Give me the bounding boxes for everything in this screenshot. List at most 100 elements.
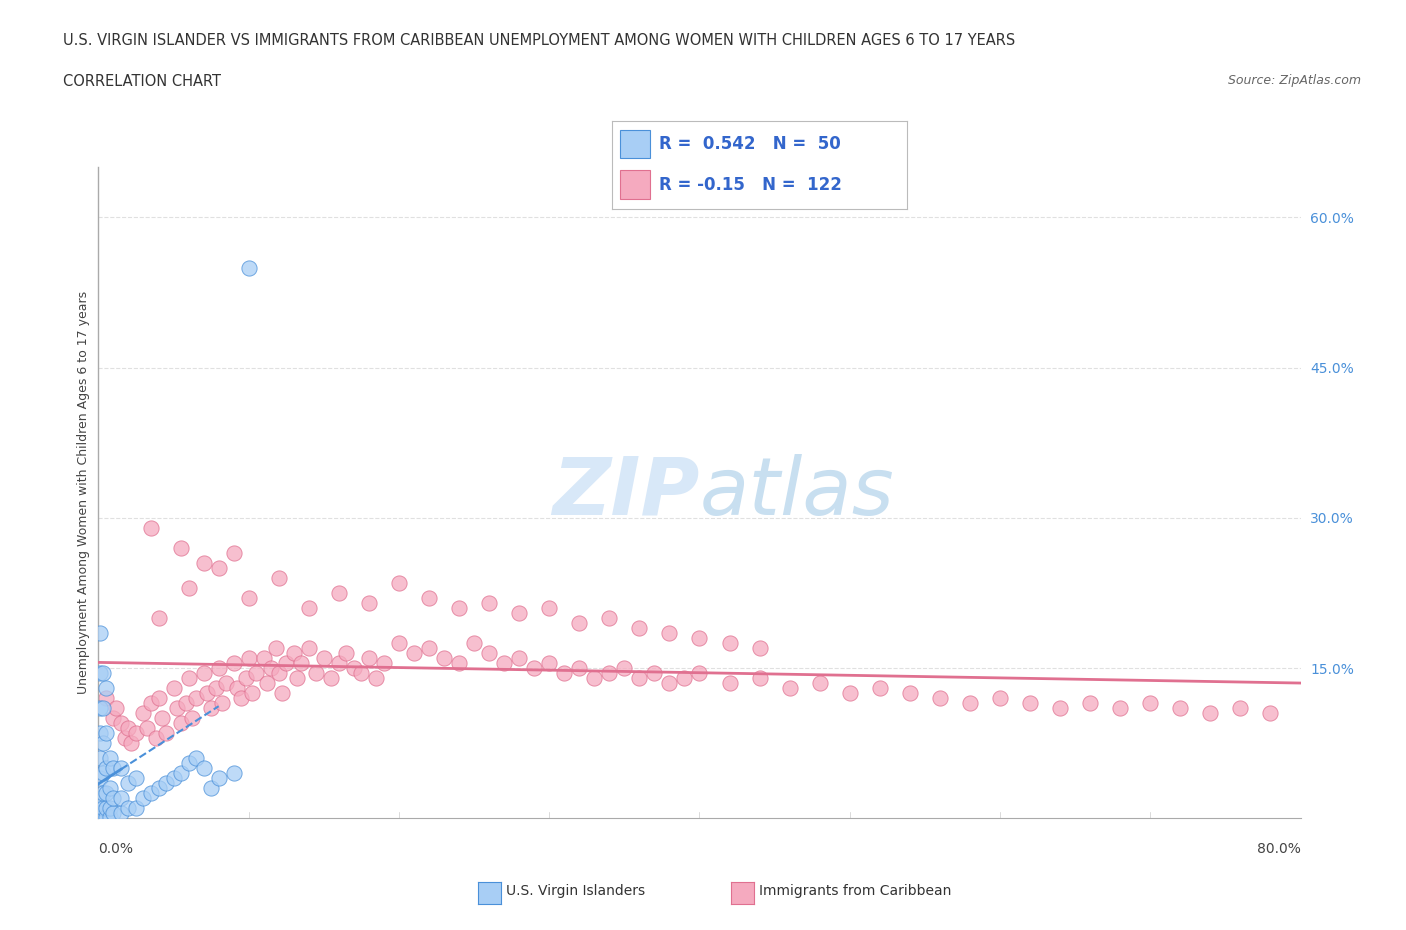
- Point: [170, 540, 193, 555]
- Point: [433, 651, 456, 666]
- Point: [343, 660, 366, 675]
- Text: R = -0.15   N =  122: R = -0.15 N = 122: [659, 176, 842, 193]
- Point: [463, 636, 485, 651]
- Point: [235, 671, 257, 685]
- Point: [200, 781, 222, 796]
- Point: [89, 626, 111, 641]
- Point: [869, 681, 891, 696]
- Point: [166, 701, 188, 716]
- Point: [357, 651, 380, 666]
- Point: [91, 701, 114, 716]
- Point: [508, 651, 530, 666]
- Point: [110, 716, 132, 731]
- Point: [231, 691, 253, 706]
- Point: [148, 611, 170, 626]
- Point: [117, 721, 139, 736]
- Point: [139, 696, 162, 711]
- Point: [94, 786, 117, 801]
- Point: [103, 711, 125, 725]
- Point: [125, 725, 148, 740]
- Point: [1229, 701, 1251, 716]
- Point: [89, 701, 111, 716]
- Point: [184, 751, 207, 765]
- Point: [568, 616, 591, 631]
- Point: [100, 801, 122, 816]
- Point: [658, 626, 681, 641]
- Point: [388, 636, 411, 651]
- Point: [162, 681, 184, 696]
- Point: [238, 651, 260, 666]
- Point: [238, 591, 260, 605]
- Point: [298, 641, 321, 656]
- Point: [305, 666, 328, 681]
- Point: [91, 666, 114, 681]
- Point: [748, 641, 770, 656]
- Point: [1170, 701, 1192, 716]
- Point: [177, 580, 200, 595]
- Point: [105, 701, 128, 716]
- Point: [91, 801, 114, 816]
- Point: [748, 671, 770, 685]
- Point: [628, 671, 651, 685]
- Point: [658, 676, 681, 691]
- Point: [103, 790, 125, 805]
- Point: [523, 660, 546, 675]
- Point: [91, 810, 114, 825]
- Point: [290, 656, 312, 671]
- Point: [110, 806, 132, 821]
- Point: [270, 685, 292, 700]
- Point: [117, 801, 139, 816]
- Point: [94, 810, 117, 825]
- Point: [94, 691, 117, 706]
- Point: [195, 685, 218, 700]
- Point: [245, 666, 267, 681]
- Y-axis label: Unemployment Among Women with Children Ages 6 to 17 years: Unemployment Among Women with Children A…: [77, 291, 90, 695]
- Point: [350, 666, 373, 681]
- Point: [222, 546, 245, 561]
- Point: [148, 691, 170, 706]
- Point: [808, 676, 831, 691]
- Point: [1139, 696, 1161, 711]
- Point: [89, 725, 111, 740]
- Point: [253, 651, 276, 666]
- Text: 80.0%: 80.0%: [1257, 842, 1301, 856]
- Point: [1199, 706, 1222, 721]
- Point: [508, 605, 530, 620]
- Point: [117, 776, 139, 790]
- Point: [89, 806, 111, 821]
- Point: [373, 656, 395, 671]
- Point: [162, 771, 184, 786]
- Point: [100, 751, 122, 765]
- Bar: [620, 129, 650, 158]
- Point: [1260, 706, 1282, 721]
- Point: [260, 660, 283, 675]
- Point: [208, 771, 231, 786]
- Point: [328, 656, 350, 671]
- Point: [238, 260, 260, 275]
- Point: [447, 656, 470, 671]
- Point: [264, 641, 287, 656]
- Point: [447, 601, 470, 616]
- Point: [103, 806, 125, 821]
- Point: [718, 676, 741, 691]
- Point: [174, 696, 197, 711]
- Point: [225, 681, 247, 696]
- Point: [200, 701, 222, 716]
- Point: [256, 676, 278, 691]
- Point: [121, 736, 143, 751]
- Point: [335, 645, 357, 660]
- Point: [170, 716, 193, 731]
- Text: R =  0.542   N =  50: R = 0.542 N = 50: [659, 135, 841, 153]
- Text: atlas: atlas: [700, 454, 894, 532]
- Point: [312, 651, 335, 666]
- Point: [689, 631, 711, 645]
- Point: [100, 781, 122, 796]
- Point: [132, 706, 155, 721]
- Point: [91, 736, 114, 751]
- Point: [328, 586, 350, 601]
- Point: [267, 571, 290, 586]
- Point: [1019, 696, 1042, 711]
- Point: [132, 790, 155, 805]
- Point: [321, 671, 343, 685]
- Point: [1049, 701, 1071, 716]
